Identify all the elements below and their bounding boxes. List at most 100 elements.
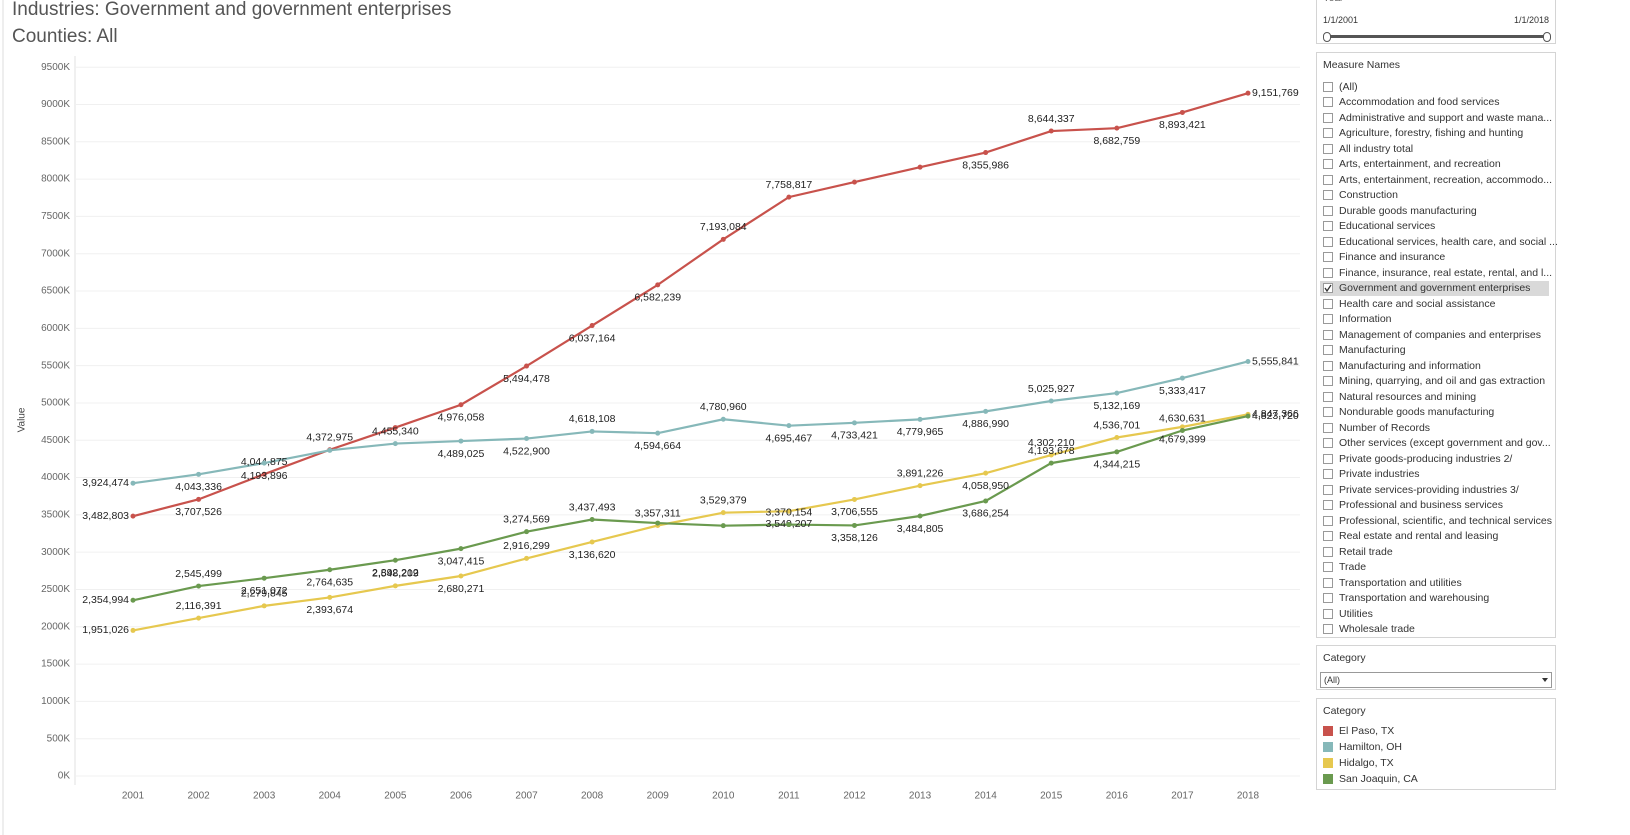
item-label[interactable]: (All) [1339,80,1358,93]
slider-handle[interactable] [1543,32,1551,42]
x-tick-label: 2007 [515,791,538,802]
legend-label: Hamilton, OH [1339,740,1403,753]
filter-item[interactable]: Natural resources and mining [1323,389,1476,404]
item-label[interactable]: Private services-providing industries 3/ [1339,483,1519,496]
item-label[interactable]: Other services (except government and go… [1339,437,1551,449]
dropdown-arrow[interactable] [1542,678,1548,682]
item-label[interactable]: Construction [1339,189,1398,201]
filter-item[interactable]: Professional, scientific, and technical … [1323,513,1552,528]
filter-item[interactable]: All industry total [1323,141,1413,156]
item-label[interactable]: Private goods-producing industries 2/ [1339,452,1513,465]
item-label[interactable]: Manufacturing and information [1339,359,1481,372]
item-label[interactable]: Natural resources and mining [1339,390,1477,403]
slider-track[interactable] [1327,35,1547,38]
item-label[interactable]: Arts, entertainment, and recreation [1339,158,1501,170]
filter-item[interactable]: Transportation and warehousing [1323,591,1489,606]
filter-item[interactable]: Professional and business services [1323,498,1503,513]
filter-item[interactable]: Arts, entertainment, and recreation [1323,157,1501,172]
item-label[interactable]: Government and government enterprises [1339,282,1531,294]
item-label[interactable]: Finance, insurance, real estate, rental,… [1339,266,1553,279]
item-label[interactable]: Utilities [1339,607,1373,620]
range-start: 1/1/2001 [1323,15,1359,25]
dropdown[interactable]: (All) [1320,672,1552,688]
data-label: 2,548,209 [372,568,419,580]
filter-item[interactable]: Transportation and utilities [1323,575,1462,590]
filter-item[interactable]: Educational services [1323,219,1435,234]
filter-item[interactable]: Private goods-producing industries 2/ [1323,451,1512,466]
item-label[interactable]: Finance and insurance [1339,251,1446,263]
filter-item[interactable]: Real estate and rental and leasing [1323,529,1498,544]
filter-item[interactable]: Private industries [1323,467,1420,482]
filter-item[interactable]: Educational services, health care, and s… [1323,234,1558,249]
item-label[interactable]: Accommodation and food services [1339,96,1500,108]
filter-item[interactable]: Retail trade [1323,544,1393,559]
item-label[interactable]: Private industries [1339,468,1420,480]
filter-item[interactable]: Health care and social assistance [1323,296,1495,311]
checkbox [1323,453,1333,464]
filter-item[interactable]: Number of Records [1323,420,1430,435]
data-label: 2,764,635 [306,577,353,589]
filter-item[interactable]: Trade [1323,560,1366,575]
item-label[interactable]: Professional and business services [1339,499,1504,511]
item-label[interactable]: Health care and social assistance [1339,297,1496,310]
legend-swatch [1323,774,1333,785]
checkbox [1323,407,1333,417]
legend-title: Category [1323,705,1366,717]
filter-item[interactable]: Finance and insurance [1323,250,1445,265]
filter-item[interactable]: Mining, quarrying, and oil and gas extra… [1323,374,1545,389]
item-label[interactable]: Number of Records [1339,421,1431,434]
measure-names-filter: Measure Names (All) Accommodation and food… [1316,52,1558,638]
item-label[interactable]: Manufacturing [1339,344,1406,356]
data-label: 8,644,337 [1028,113,1075,125]
dropdown-value[interactable]: (All) [1324,675,1340,685]
slider-handle[interactable] [1323,32,1331,42]
item-label[interactable]: Mining, quarrying, and oil and gas extra… [1339,375,1546,387]
filter-item[interactable]: Durable goods manufacturing [1323,203,1477,218]
item-label[interactable]: Administrative and support and waste man… [1339,111,1553,124]
filter-item[interactable]: Construction [1323,188,1398,203]
filter-item[interactable]: Nondurable goods manufacturing [1323,405,1494,420]
filter-item[interactable]: (All) [1323,79,1358,94]
filter-item[interactable]: Manufacturing and information [1323,358,1481,373]
filter-item[interactable]: Information [1323,312,1392,327]
filter-item[interactable]: Other services (except government and go… [1323,436,1551,451]
filter-item[interactable]: Accommodation and food services [1323,95,1500,110]
item-label[interactable]: Retail trade [1339,545,1393,558]
item-label[interactable]: Trade [1339,561,1367,573]
item-label[interactable]: Agriculture, forestry, fishing and hunti… [1339,127,1524,139]
filter-title: Measure Names [1323,59,1401,71]
data-label: 8,355,986 [962,159,1009,171]
item-label[interactable]: Wholesale trade [1339,623,1415,635]
checkbox [1323,593,1333,603]
item-label[interactable]: Durable goods manufacturing [1339,204,1477,217]
data-point [851,179,857,185]
filter-item[interactable]: Agriculture, forestry, fishing and hunti… [1323,126,1523,141]
item-label[interactable]: Transportation and utilities [1339,576,1462,589]
item-label[interactable]: All industry total [1339,142,1414,155]
item-label[interactable]: Management of companies and enterprises [1339,328,1541,341]
filter-item[interactable]: Wholesale trade [1323,622,1415,637]
item-label[interactable]: Real estate and rental and leasing [1339,530,1499,542]
item-label[interactable]: Educational services [1339,220,1436,232]
filter-item[interactable]: Arts, entertainment, recreation, accommo… [1323,172,1552,187]
item-label[interactable]: Transportation and warehousing [1339,592,1490,604]
filter-item[interactable]: Administrative and support and waste man… [1323,110,1552,125]
checkbox [1323,329,1333,340]
filter-item[interactable]: Management of companies and enterprises [1323,327,1541,342]
item-label[interactable]: Arts, entertainment, recreation, accommo… [1339,173,1553,186]
filter-item[interactable]: Government and government enterprises [1320,280,1549,296]
data-label: 4,489,025 [438,448,485,460]
item-label[interactable]: Information [1339,313,1392,325]
data-label: 3,924,474 [82,477,129,489]
filter-item[interactable]: Manufacturing [1323,343,1406,358]
filter-item[interactable]: Utilities [1323,606,1373,621]
data-label: 4,193,896 [241,470,288,482]
filter-item[interactable]: Finance, insurance, real estate, rental,… [1323,265,1552,280]
data-label: 4,779,965 [897,426,944,438]
data-point [1048,452,1054,458]
data-label: 1,951,026 [82,624,129,636]
filter-item[interactable]: Private services-providing industries 3/ [1323,482,1519,497]
item-label[interactable]: Nondurable goods manufacturing [1339,406,1495,418]
item-label[interactable]: Professional, scientific, and technical … [1339,514,1553,527]
item-label[interactable]: Educational services, health care, and s… [1339,235,1558,248]
